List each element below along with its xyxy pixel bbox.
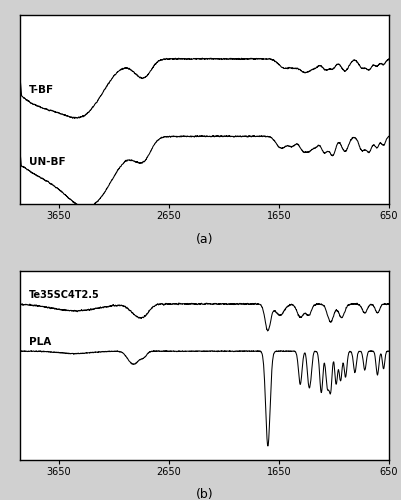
Text: (b): (b)	[196, 488, 213, 500]
Text: UN-BF: UN-BF	[29, 157, 65, 167]
Text: PLA: PLA	[29, 336, 51, 346]
Text: (a): (a)	[196, 233, 213, 246]
Text: Te35SC4T2.5: Te35SC4T2.5	[29, 290, 99, 300]
Text: T-BF: T-BF	[29, 85, 54, 95]
